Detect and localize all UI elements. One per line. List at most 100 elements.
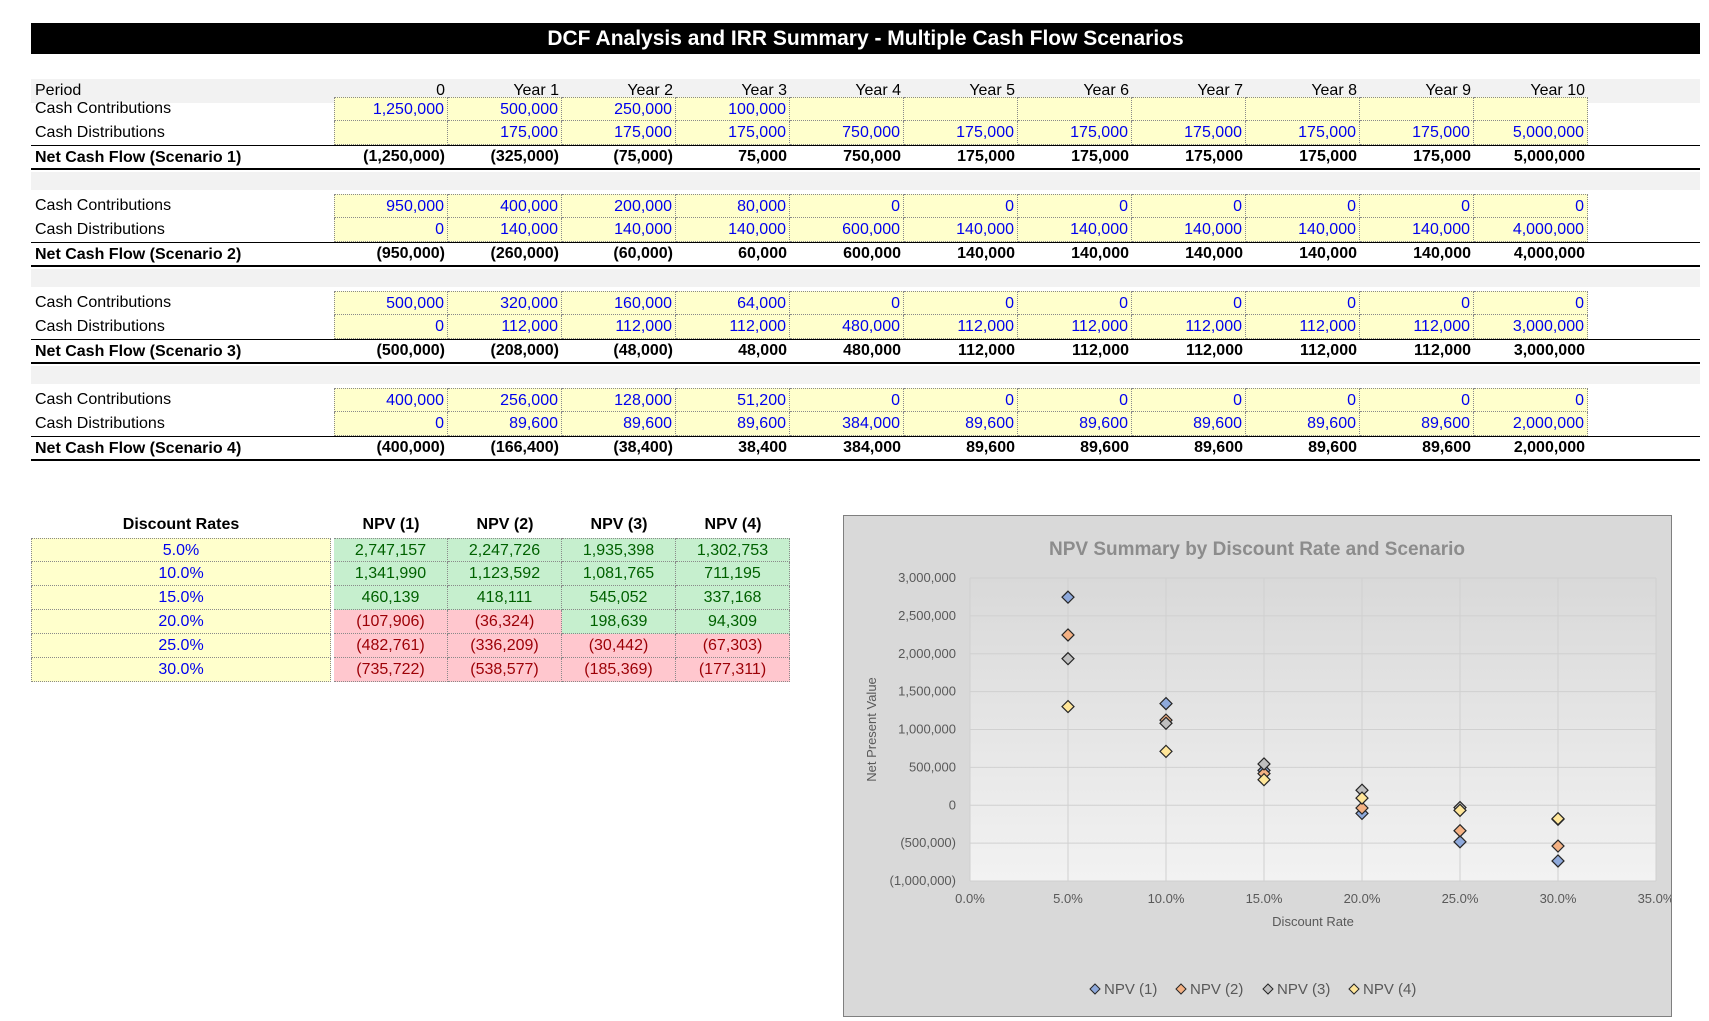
input-cell[interactable]: 51,200 xyxy=(676,388,790,412)
input-cell[interactable]: 175,000 xyxy=(1018,121,1132,145)
input-cell[interactable]: 175,000 xyxy=(1246,121,1360,145)
input-cell[interactable]: 256,000 xyxy=(448,388,562,412)
discount-rate-cell[interactable]: 25.0% xyxy=(31,634,331,658)
input-cell[interactable]: 112,000 xyxy=(448,315,562,339)
input-cell[interactable]: 80,000 xyxy=(676,194,790,218)
input-cell[interactable]: 140,000 xyxy=(1132,218,1246,242)
input-cell[interactable]: 0 xyxy=(1360,194,1474,218)
input-cell[interactable]: 0 xyxy=(1474,194,1588,218)
input-cell[interactable]: 0 xyxy=(790,388,904,412)
input-cell[interactable]: 200,000 xyxy=(562,194,676,218)
input-cell[interactable]: 0 xyxy=(334,412,448,436)
input-cell[interactable]: 1,250,000 xyxy=(334,97,448,121)
input-cell[interactable]: 89,600 xyxy=(1132,412,1246,436)
input-cell[interactable]: 0 xyxy=(904,291,1018,315)
input-cell[interactable]: 0 xyxy=(904,194,1018,218)
input-cell[interactable]: 0 xyxy=(1474,388,1588,412)
legend-item[interactable]: NPV (1) xyxy=(1089,981,1157,998)
input-cell[interactable]: 0 xyxy=(1132,388,1246,412)
input-cell[interactable]: 320,000 xyxy=(448,291,562,315)
input-cell[interactable]: 0 xyxy=(1132,194,1246,218)
input-cell[interactable]: 64,000 xyxy=(676,291,790,315)
input-cell[interactable]: 160,000 xyxy=(562,291,676,315)
input-cell[interactable]: 112,000 xyxy=(1246,315,1360,339)
input-cell[interactable] xyxy=(904,97,1018,121)
input-cell[interactable]: 89,600 xyxy=(1360,412,1474,436)
input-cell[interactable]: 0 xyxy=(904,388,1018,412)
input-cell[interactable]: 112,000 xyxy=(562,315,676,339)
input-cell[interactable]: 0 xyxy=(1246,388,1360,412)
input-cell[interactable]: 89,600 xyxy=(904,412,1018,436)
data-point-npv-2 xyxy=(1355,801,1369,815)
input-cell[interactable]: 0 xyxy=(1246,194,1360,218)
input-cell[interactable]: 0 xyxy=(1018,388,1132,412)
input-cell[interactable]: 112,000 xyxy=(676,315,790,339)
input-cell[interactable]: 140,000 xyxy=(562,218,676,242)
legend-item[interactable]: NPV (3) xyxy=(1262,981,1330,998)
input-cell[interactable]: 950,000 xyxy=(334,194,448,218)
input-cell[interactable]: 400,000 xyxy=(334,388,448,412)
discount-rate-cell[interactable]: 20.0% xyxy=(31,610,331,634)
input-cell[interactable]: 140,000 xyxy=(1360,218,1474,242)
input-cell[interactable]: 89,600 xyxy=(676,412,790,436)
input-cell[interactable]: 600,000 xyxy=(790,218,904,242)
input-cell[interactable]: 89,600 xyxy=(1018,412,1132,436)
input-cell[interactable]: 0 xyxy=(1474,291,1588,315)
npv-chart[interactable]: NPV Summary by Discount Rate and Scenari… xyxy=(843,515,1675,1017)
discount-rate-cell[interactable]: 15.0% xyxy=(31,586,331,610)
input-cell[interactable]: 3,000,000 xyxy=(1474,315,1588,339)
input-cell[interactable]: 0 xyxy=(1360,388,1474,412)
input-cell[interactable]: 140,000 xyxy=(904,218,1018,242)
input-cell[interactable]: 140,000 xyxy=(676,218,790,242)
input-cell[interactable]: 175,000 xyxy=(562,121,676,145)
input-cell[interactable]: 500,000 xyxy=(448,97,562,121)
input-cell[interactable]: 500,000 xyxy=(334,291,448,315)
input-cell[interactable]: 112,000 xyxy=(904,315,1018,339)
input-cell[interactable]: 175,000 xyxy=(1132,121,1246,145)
input-cell[interactable]: 112,000 xyxy=(1132,315,1246,339)
input-cell[interactable]: 5,000,000 xyxy=(1474,121,1588,145)
input-cell[interactable]: 175,000 xyxy=(904,121,1018,145)
input-cell[interactable]: 175,000 xyxy=(1360,121,1474,145)
input-cell[interactable]: 2,000,000 xyxy=(1474,412,1588,436)
input-cell[interactable]: 0 xyxy=(790,291,904,315)
legend-item[interactable]: NPV (4) xyxy=(1348,981,1416,998)
input-cell[interactable]: 100,000 xyxy=(676,97,790,121)
input-cell[interactable]: 89,600 xyxy=(562,412,676,436)
input-cell[interactable] xyxy=(1474,97,1588,121)
input-cell[interactable] xyxy=(334,121,448,145)
input-cell[interactable]: 4,000,000 xyxy=(1474,218,1588,242)
input-cell[interactable]: 0 xyxy=(334,315,448,339)
input-cell[interactable]: 175,000 xyxy=(448,121,562,145)
input-cell[interactable]: 89,600 xyxy=(448,412,562,436)
discount-rate-cell[interactable]: 10.0% xyxy=(31,562,331,586)
input-cell[interactable]: 384,000 xyxy=(790,412,904,436)
input-cell[interactable]: 112,000 xyxy=(1018,315,1132,339)
input-cell[interactable]: 112,000 xyxy=(1360,315,1474,339)
input-cell[interactable]: 480,000 xyxy=(790,315,904,339)
input-cell[interactable] xyxy=(1018,97,1132,121)
input-cell[interactable]: 140,000 xyxy=(1018,218,1132,242)
input-cell[interactable]: 250,000 xyxy=(562,97,676,121)
input-cell[interactable]: 89,600 xyxy=(1246,412,1360,436)
input-cell[interactable]: 0 xyxy=(1132,291,1246,315)
input-cell[interactable]: 750,000 xyxy=(790,121,904,145)
legend-item[interactable]: NPV (2) xyxy=(1175,981,1243,998)
input-cell[interactable] xyxy=(790,97,904,121)
input-cell[interactable]: 128,000 xyxy=(562,388,676,412)
input-cell[interactable]: 0 xyxy=(1360,291,1474,315)
input-cell[interactable]: 140,000 xyxy=(448,218,562,242)
input-cell[interactable]: 0 xyxy=(334,218,448,242)
input-cell[interactable]: 0 xyxy=(790,194,904,218)
input-cell[interactable] xyxy=(1360,97,1474,121)
input-cell[interactable]: 140,000 xyxy=(1246,218,1360,242)
discount-rate-cell[interactable]: 30.0% xyxy=(31,658,331,682)
input-cell[interactable]: 0 xyxy=(1018,194,1132,218)
input-cell[interactable] xyxy=(1246,97,1360,121)
input-cell[interactable] xyxy=(1132,97,1246,121)
input-cell[interactable]: 0 xyxy=(1018,291,1132,315)
input-cell[interactable]: 175,000 xyxy=(676,121,790,145)
input-cell[interactable]: 400,000 xyxy=(448,194,562,218)
discount-rate-cell[interactable]: 5.0% xyxy=(31,538,331,562)
input-cell[interactable]: 0 xyxy=(1246,291,1360,315)
